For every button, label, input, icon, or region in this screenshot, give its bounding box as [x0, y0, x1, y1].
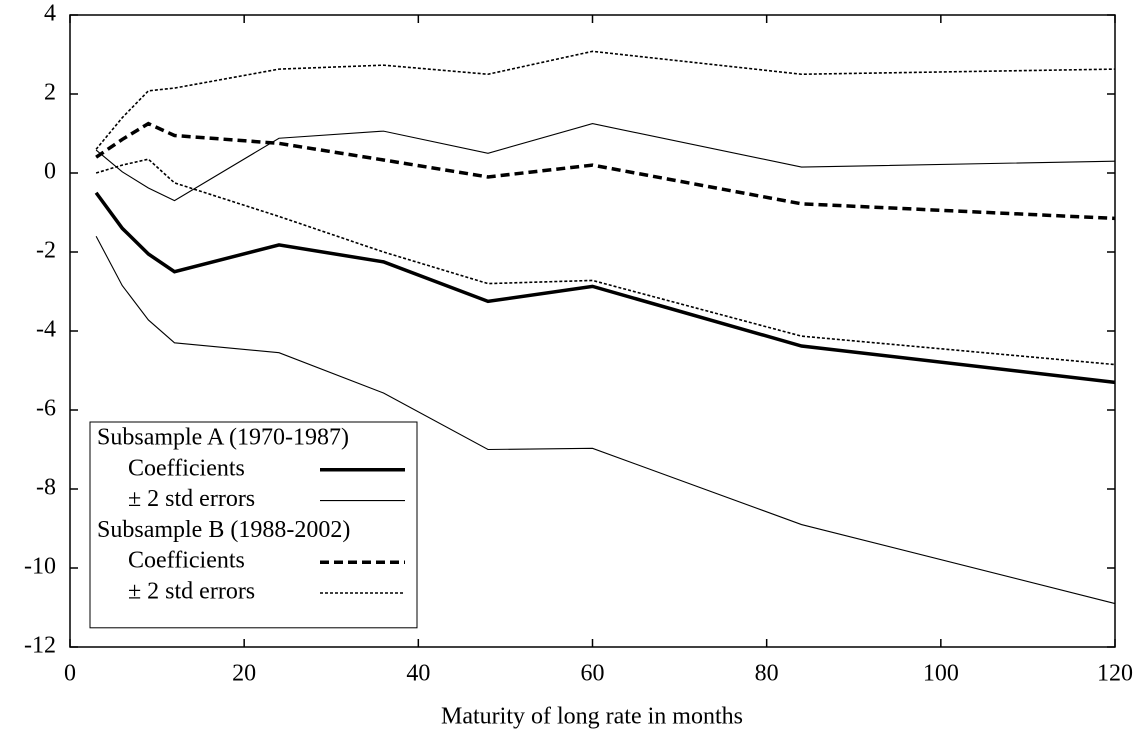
- x-tick-label: 120: [1097, 661, 1133, 687]
- y-tick-label: -8: [36, 475, 56, 501]
- legend-group: Subsample A (1970-1987): [97, 425, 349, 451]
- x-tick-label: 80: [755, 661, 779, 687]
- legend-label: Coefficients: [128, 455, 245, 481]
- x-axis-label: Maturity of long rate in months: [441, 704, 743, 730]
- x-tick-label: 100: [923, 661, 959, 687]
- error-upper-line: [95, 123, 1116, 202]
- y-tick-label: -2: [36, 238, 56, 264]
- series-line: [94, 191, 1116, 385]
- x-tick-label: 60: [581, 661, 605, 687]
- legend-label: ± 2 std errors: [128, 486, 255, 512]
- legend-label: ± 2 std errors: [128, 579, 255, 605]
- x-tick-label: 0: [64, 661, 76, 687]
- y-tick-label: -10: [24, 554, 56, 580]
- series-line: [95, 121, 1116, 221]
- legend-label: Coefficients: [128, 548, 245, 574]
- error-upper-line: [95, 50, 1116, 150]
- y-tick-label: -4: [36, 317, 56, 343]
- y-tick-label: -6: [36, 396, 56, 422]
- x-tick-label: 40: [406, 661, 430, 687]
- x-tick-label: 20: [232, 661, 256, 687]
- y-tick-label: -12: [24, 633, 56, 659]
- y-tick-label: 4: [44, 1, 56, 27]
- error-lower-line: [95, 158, 1116, 366]
- y-tick-label: 0: [44, 159, 56, 185]
- y-tick-label: 2: [44, 80, 56, 106]
- legend-group: Subsample B (1988-2002): [97, 517, 350, 543]
- plot-frame: [69, 14, 1116, 648]
- error-lower-line: [95, 235, 1116, 605]
